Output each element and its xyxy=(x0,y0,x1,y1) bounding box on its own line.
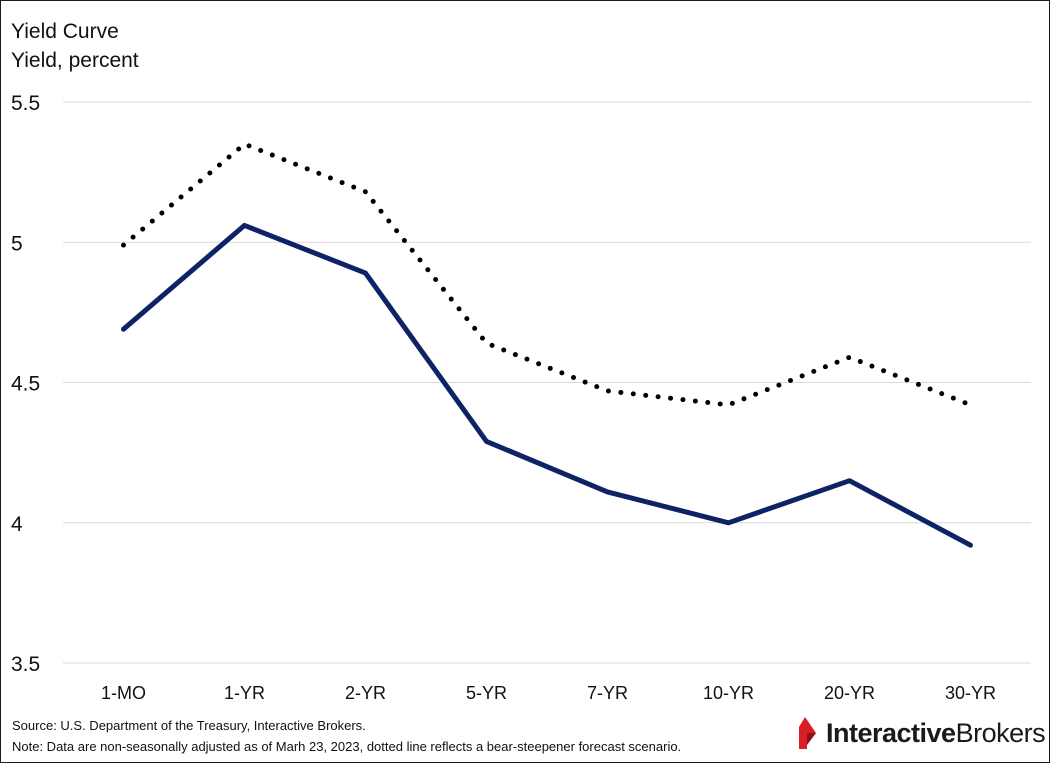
logo-word-bold: Interactive xyxy=(826,717,956,748)
y-tick-label: 3.5 xyxy=(11,653,40,676)
y-tick-label: 4 xyxy=(11,513,23,536)
x-tick-label: 1-MO xyxy=(101,683,146,703)
forecast-point-5-YR xyxy=(484,340,490,346)
logo-wordmark: InteractiveBrokers xyxy=(826,717,1046,749)
x-tick-label: 2-YR xyxy=(345,683,386,703)
forecast-point-1-YR xyxy=(242,141,248,147)
current-point-10-YR xyxy=(726,520,732,526)
x-tick-label: 7-YR xyxy=(587,683,628,703)
x-tick-label: 5-YR xyxy=(466,683,507,703)
current-point-20-YR xyxy=(847,478,853,484)
x-tick-label: 30-YR xyxy=(945,683,996,703)
y-tick-label: 5.5 xyxy=(11,92,40,115)
current-point-1-MO xyxy=(121,326,127,332)
x-tick-label: 20-YR xyxy=(824,683,875,703)
logo-word-regular: Brokers xyxy=(955,717,1046,748)
footnote: Note: Data are non-seasonally adjusted a… xyxy=(12,739,682,754)
source-note: Source: U.S. Department of the Treasury,… xyxy=(12,718,366,733)
forecast-point-2-YR xyxy=(363,189,369,195)
forecast-series-line xyxy=(121,141,973,408)
current-point-30-YR xyxy=(968,542,974,548)
forecast-point-10-YR xyxy=(726,402,732,408)
current-series-line xyxy=(121,222,973,548)
forecast-point-7-YR xyxy=(605,388,611,394)
y-tick-label: 5 xyxy=(11,232,23,255)
current-point-1-YR xyxy=(242,222,248,228)
interactive-brokers-logo: InteractiveBrokers xyxy=(796,713,1046,753)
current-point-7-YR xyxy=(605,489,611,495)
chart-title: Yield Curve xyxy=(11,20,119,43)
forecast-point-30-YR xyxy=(968,402,974,408)
logo-mark-icon xyxy=(799,717,816,749)
y-tick-label: 4.5 xyxy=(11,373,40,396)
y-axis-label: Yield, percent xyxy=(11,49,139,72)
current-point-2-YR xyxy=(363,270,369,276)
x-tick-label: 1-YR xyxy=(224,683,265,703)
forecast-point-1-MO xyxy=(121,242,127,248)
current-point-5-YR xyxy=(484,438,490,444)
x-tick-label: 10-YR xyxy=(703,683,754,703)
forecast-point-20-YR xyxy=(847,354,853,360)
